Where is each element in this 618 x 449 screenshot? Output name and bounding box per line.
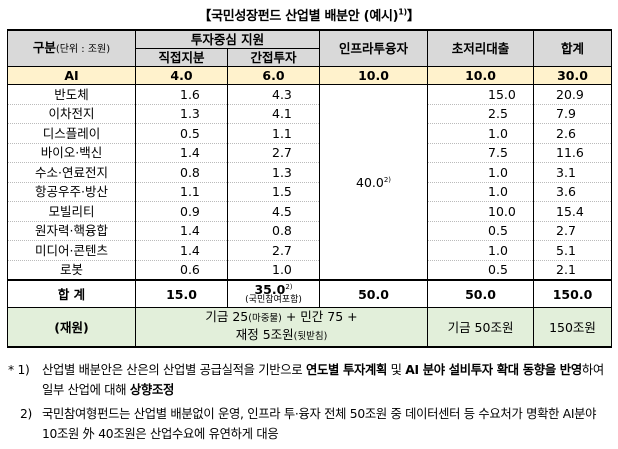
footnote-1: * 1) 산업별 배분안은 산은의 산업별 공급실적을 기반으로 연도별 투자계획… — [8, 363, 604, 397]
cell-total: 2.1 — [533, 259, 613, 280]
row-name: 이차전지 — [7, 103, 136, 124]
table-row: 디스플레이 0.5 1.1 1.0 2.6 — [7, 123, 613, 143]
cell-direct: 0.9 — [135, 201, 228, 221]
row-name: (재원) — [7, 307, 136, 348]
header-indirect: 간접투자 — [226, 48, 321, 67]
cell-direct: 0.8 — [135, 162, 228, 182]
row-name: 수소·연료전지 — [7, 162, 136, 182]
cell-total-source: 150조원 — [533, 307, 613, 348]
table-row-ai: AI 4.0 6.0 10.0 10.0 30.0 — [7, 66, 613, 85]
table-row: 수소·연료전지 0.8 1.3 1.0 3.1 — [7, 162, 613, 182]
cell-loan: 50.0 — [427, 279, 535, 308]
cell-indirect: 1.0 — [226, 259, 321, 280]
cell-loan: 10.0 — [427, 201, 535, 221]
page-title: 【국민성장펀드 산업별 배분안 (예시)1)】 — [198, 7, 420, 24]
cell-infra: 50.0 — [319, 279, 429, 308]
cell-indirect: 4.3 — [226, 84, 321, 104]
cell-loan: 10.0 — [427, 66, 535, 85]
table-row: 미디어·콘텐츠 1.4 2.7 1.0 5.1 — [7, 240, 613, 260]
cell-total: 5.1 — [533, 240, 613, 260]
cell-loan: 1.0 — [427, 162, 535, 182]
cell-loan: 0.5 — [427, 259, 535, 280]
cell-direct: 1.1 — [135, 181, 228, 202]
cell-direct: 4.0 — [135, 66, 228, 85]
cell-indirect: 1.3 — [226, 162, 321, 182]
cell-total: 30.0 — [533, 66, 613, 85]
cell-loan: 0.5 — [427, 220, 535, 241]
header-investment-support: 투자중심 지원 — [134, 29, 321, 49]
table-row: 로봇 0.6 1.0 0.5 2.1 — [7, 259, 613, 280]
table-row: 이차전지 1.3 4.1 2.5 7.9 — [7, 103, 613, 124]
header-direct: 직접지분 — [135, 48, 228, 67]
row-name: 항공우주·방산 — [7, 181, 136, 202]
cell-total: 7.9 — [533, 103, 613, 124]
row-name: 바이오·백신 — [7, 142, 136, 163]
cell-indirect: 2.7 — [226, 240, 321, 260]
footnotes: * 1) 산업별 배분안은 산은의 산업별 공급실적을 기반으로 연도별 투자계획… — [8, 360, 612, 444]
cell-total: 15.4 — [533, 201, 613, 221]
cell-direct: 1.4 — [135, 240, 228, 260]
cell-total: 11.6 — [533, 142, 613, 163]
row-name: 모빌리티 — [7, 201, 136, 221]
cell-loan: 15.0 — [427, 84, 535, 104]
allocation-table: 구분(단위 : 조원) 투자중심 지원 인프라투융자 초저리대출 합계 직접지분… — [7, 29, 613, 348]
row-name: 로봇 — [7, 259, 136, 280]
cell-indirect: 2.7 — [226, 142, 321, 163]
row-name: 디스플레이 — [7, 123, 136, 143]
cell-direct: 15.0 — [135, 279, 228, 308]
cell-loan: 1.0 — [427, 240, 535, 260]
row-name: 미디어·콘텐츠 — [7, 240, 136, 260]
row-name: AI — [7, 66, 136, 85]
cell-direct: 1.4 — [135, 220, 228, 241]
cell-loan: 1.0 — [427, 123, 535, 143]
cell-indirect: 4.5 — [226, 201, 321, 221]
cell-indirect: 1.5 — [226, 181, 321, 202]
cell-infra: 10.0 — [319, 66, 429, 85]
table-row: 모빌리티 0.9 4.5 10.0 15.4 — [7, 201, 613, 221]
cell-total: 150.0 — [533, 279, 613, 308]
header-loan: 초저리대출 — [427, 29, 535, 67]
cell-total: 2.7 — [533, 220, 613, 241]
cell-loan: 1.0 — [427, 181, 535, 202]
row-name: 반도체 — [7, 84, 136, 104]
table-row: 반도체 1.6 4.3 40.02) 15.0 20.9 — [7, 84, 613, 280]
cell-indirect: 4.1 — [226, 103, 321, 124]
header-total: 합계 — [533, 29, 613, 67]
cell-funding-source: 기금 25(마중물) + 민간 75 + 재정 5조원(뒷받침) — [134, 307, 429, 348]
cell-loan-source: 기금 50조원 — [427, 307, 535, 348]
cell-infra-merged: 40.02) — [319, 84, 429, 280]
cell-direct: 1.3 — [135, 103, 228, 124]
cell-total: 20.9 — [533, 84, 613, 104]
row-name: 원자력·핵융합 — [7, 220, 136, 241]
cell-indirect: 0.8 — [226, 220, 321, 241]
table-row-funding: (재원) 기금 25(마중물) + 민간 75 + 재정 5조원(뒷받침) 기금 … — [7, 307, 613, 348]
row-name: 합 계 — [7, 279, 136, 308]
header-infra: 인프라투융자 — [319, 29, 429, 67]
cell-total: 3.1 — [533, 162, 613, 182]
cell-indirect: 1.1 — [226, 123, 321, 143]
cell-direct: 1.4 — [135, 142, 228, 163]
footnote-2: 2) 국민참여형펀드는 산업별 배분없이 운영, 인프라 투·융자 전체 50조원… — [20, 407, 597, 441]
cell-total: 3.6 — [533, 181, 613, 202]
cell-indirect: 6.0 — [226, 66, 321, 85]
table-row: 바이오·백신 1.4 2.7 7.5 11.6 — [7, 142, 613, 163]
cell-direct: 0.5 — [135, 123, 228, 143]
cell-loan: 2.5 — [427, 103, 535, 124]
cell-total: 2.6 — [533, 123, 613, 143]
table-row: 항공우주·방산 1.1 1.5 1.0 3.6 — [7, 181, 613, 202]
cell-direct: 0.6 — [135, 259, 228, 280]
cell-loan: 7.5 — [427, 142, 535, 163]
header-category: 구분(단위 : 조원) — [7, 29, 136, 67]
cell-indirect: 35.02) (국민참여포함) — [226, 279, 321, 308]
table-row: 원자력·핵융합 1.4 0.8 0.5 2.7 — [7, 220, 613, 241]
cell-direct: 1.6 — [135, 84, 228, 104]
table-row-total: 합 계 15.0 35.02) (국민참여포함) 50.0 50.0 150.0 — [7, 279, 613, 308]
